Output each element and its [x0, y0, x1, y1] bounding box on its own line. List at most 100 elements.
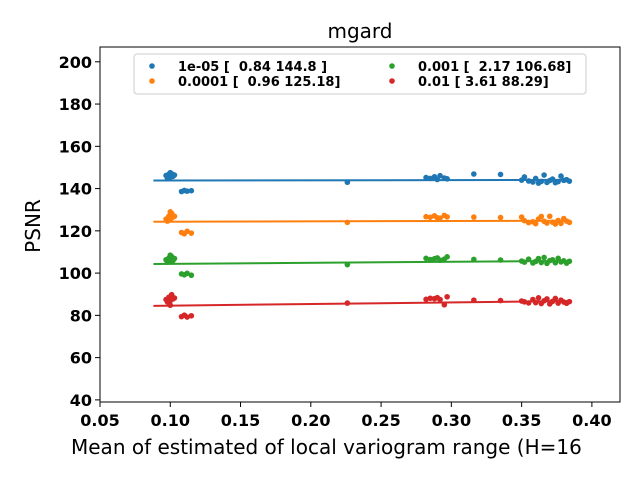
- data-point-3-17: [437, 296, 443, 303]
- data-point-2-7: [167, 252, 174, 258]
- data-point-2-13: [423, 255, 429, 262]
- y-tick-label: 140: [59, 180, 92, 199]
- data-point-1-38: [566, 219, 573, 226]
- data-point-0-5: [164, 175, 171, 182]
- fit-line-2: [153, 259, 571, 266]
- legend-label-3: 0.01 [ 3.61 88.29]: [418, 75, 549, 90]
- data-point-0-34: [555, 178, 561, 185]
- legend-marker-0: [149, 63, 155, 69]
- data-point-1-20: [471, 214, 477, 220]
- legend-label-0: 1e-05 [ 0.84 144.8 ]: [178, 60, 327, 75]
- data-point-3-24: [525, 300, 532, 306]
- fit-line-1: [153, 219, 571, 223]
- y-tick-label: 100: [59, 264, 92, 283]
- data-point-1-21: [497, 214, 504, 221]
- y-tick-label: 60: [70, 349, 92, 368]
- y-tick-label: 200: [59, 53, 92, 72]
- data-point-2-33: [552, 259, 559, 266]
- plot-frame: [99, 46, 621, 403]
- data-point-1-13: [423, 213, 429, 220]
- data-point-3-6: [171, 295, 178, 301]
- data-point-3-27: [535, 295, 542, 301]
- data-point-0-20: [471, 171, 477, 177]
- y-tick-label: 180: [59, 95, 92, 114]
- legend: 1e-05 [ 0.84 144.8 ]0.0001 [ 0.96 125.18…: [133, 53, 587, 95]
- data-point-1-17: [437, 215, 443, 221]
- data-point-1-24: [525, 219, 532, 226]
- data-point-0-11: [188, 187, 195, 194]
- data-point-0-14: [427, 175, 434, 182]
- legend-label-1: 0.0001 [ 0.96 125.18]: [178, 75, 340, 90]
- data-point-1-30: [544, 220, 550, 226]
- data-point-1-23: [521, 217, 528, 224]
- data-point-1-6: [171, 213, 178, 220]
- data-point-1-28: [538, 213, 545, 220]
- data-point-2-21: [497, 257, 504, 263]
- x-tick-label: 0.30: [432, 411, 471, 430]
- data-point-1-10: [184, 228, 190, 235]
- x-tick-label: 0.05: [80, 411, 119, 430]
- legend-marker-2: [389, 63, 395, 69]
- data-point-1-7: [167, 209, 174, 215]
- x-tick-label: 0.25: [361, 411, 400, 430]
- data-point-3-26: [532, 299, 539, 306]
- data-point-1-5: [164, 218, 171, 224]
- y-tick-label: 120: [59, 222, 92, 241]
- data-point-2-38: [566, 258, 573, 265]
- data-point-0-23: [521, 174, 528, 180]
- chart-title: mgard: [328, 19, 393, 43]
- y-axis: 40 60 80 100 120 140 160 180 200: [59, 53, 100, 410]
- data-point-2-12: [344, 261, 351, 268]
- data-point-3-20: [471, 297, 477, 303]
- data-point-2-23: [521, 259, 528, 265]
- data-point-2-19: [444, 254, 450, 260]
- data-point-0-19: [444, 176, 450, 182]
- x-tick-label: 0.35: [502, 411, 541, 430]
- data-point-1-12: [344, 219, 351, 226]
- data-point-2-10: [184, 270, 190, 277]
- fit-line-0: [153, 178, 571, 182]
- data-point-2-29: [541, 254, 547, 261]
- data-point-0-10: [184, 188, 190, 194]
- plot-area: [153, 169, 573, 320]
- data-point-0-35: [558, 173, 564, 179]
- data-point-1-26: [532, 220, 539, 227]
- x-tick-label: 0.10: [151, 411, 190, 430]
- y-tick-label: 160: [59, 137, 92, 156]
- data-point-3-7: [167, 302, 174, 309]
- data-point-1-35: [558, 220, 564, 227]
- legend-marker-3: [389, 78, 395, 84]
- data-point-3-19: [444, 293, 450, 300]
- data-point-1-31: [546, 213, 553, 220]
- data-point-3-12: [344, 300, 351, 306]
- data-point-3-23: [521, 299, 528, 305]
- x-tick-label: 0.15: [221, 411, 260, 430]
- data-point-0-38: [566, 178, 573, 184]
- legend-marker-1: [149, 78, 155, 84]
- data-point-3-14: [427, 295, 434, 302]
- data-point-2-6: [171, 255, 178, 262]
- y-tick-label: 80: [70, 306, 92, 325]
- y-tick-label: 40: [70, 391, 92, 410]
- data-point-2-24: [525, 256, 532, 262]
- data-point-0-28: [538, 178, 545, 185]
- data-point-3-13: [423, 296, 429, 303]
- data-point-3-38: [566, 298, 573, 305]
- legend-box: [133, 53, 587, 95]
- data-point-2-17: [437, 257, 443, 264]
- data-point-0-29: [541, 172, 547, 178]
- data-point-2-11: [188, 272, 195, 279]
- data-point-2-28: [538, 259, 545, 266]
- data-point-3-10: [184, 314, 190, 320]
- data-point-3-33: [552, 295, 559, 302]
- data-point-3-30: [544, 296, 550, 302]
- data-point-2-27: [535, 255, 542, 262]
- x-tick-label: 0.40: [572, 411, 611, 430]
- data-point-0-17: [437, 172, 443, 179]
- data-point-1-14: [427, 214, 434, 221]
- y-axis-label: PSNR: [21, 199, 45, 253]
- data-point-0-6: [171, 172, 178, 178]
- data-point-0-12: [344, 179, 351, 186]
- data-point-3-21: [497, 297, 504, 304]
